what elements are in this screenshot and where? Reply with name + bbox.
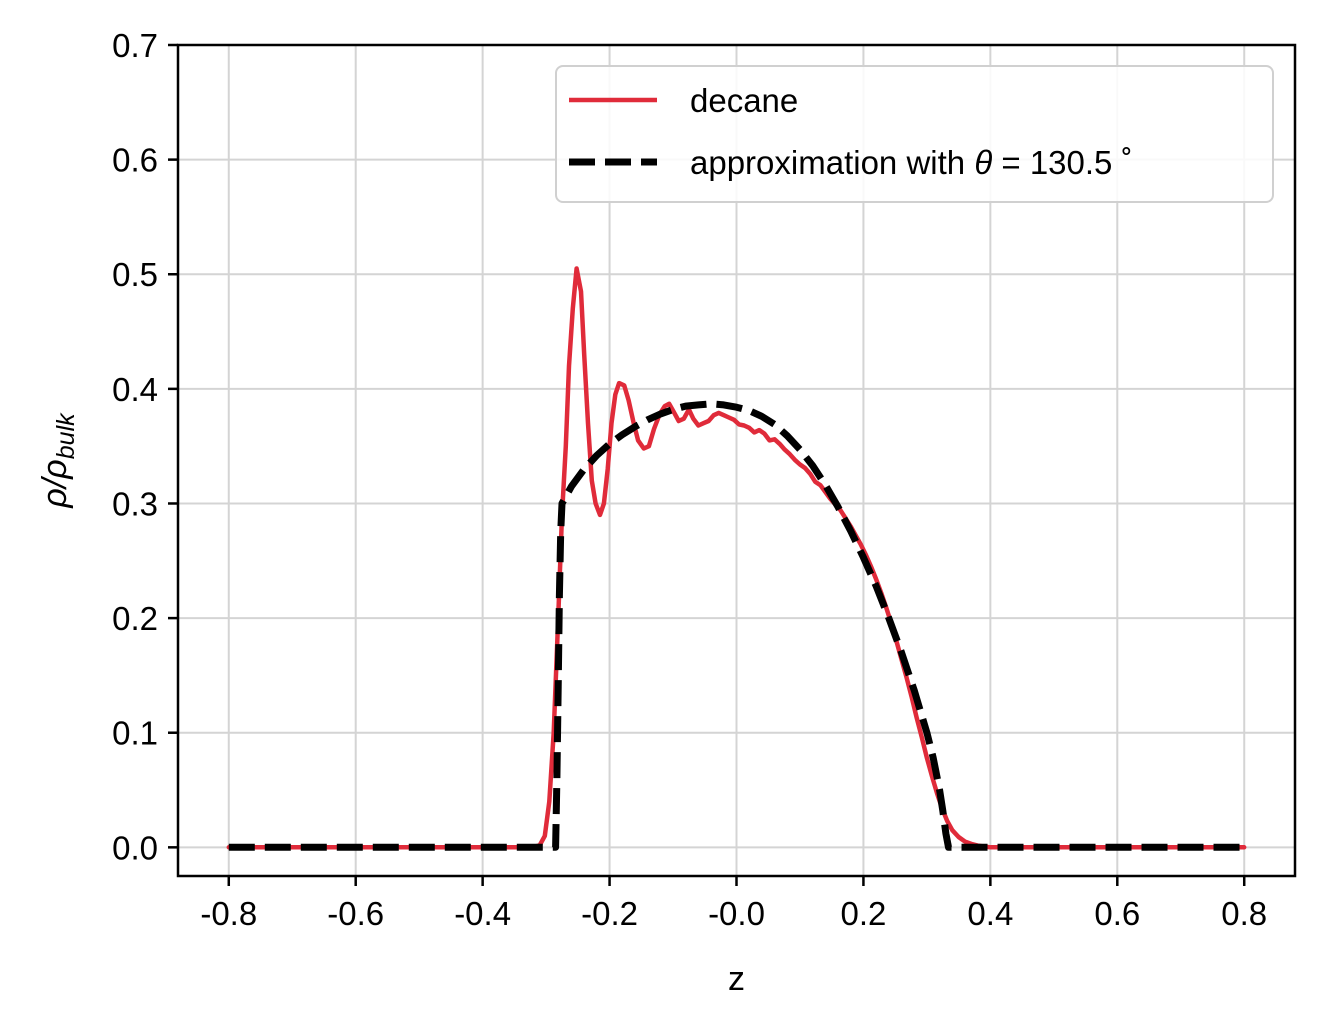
- x-tick-label: 0.4: [967, 895, 1013, 932]
- x-axis-label: z: [728, 960, 745, 998]
- legend-label-approximation: approximation with θ = 130.5 ˚: [690, 144, 1133, 181]
- x-tick-label: 0.6: [1094, 895, 1140, 932]
- legend-box: [555, 65, 1274, 203]
- y-axis-label: ρ/ρbulk: [36, 412, 80, 509]
- legend-label-decane: decane: [690, 82, 798, 119]
- y-tick-label: 0.3: [112, 485, 158, 522]
- legend-label-decane-text: decane: [690, 82, 798, 119]
- x-tick-label: 0.8: [1221, 895, 1267, 932]
- y-tick-label: 0.6: [112, 142, 158, 179]
- axis-ticks: -0.8 -0.6 -0.4 -0.2 -0.0 0.2 0.4 0.6 0.8 0.0 0.1 0.…: [112, 27, 1267, 932]
- x-tick-label: -0.8: [200, 895, 257, 932]
- y-tick-label: 0.5: [112, 256, 158, 293]
- y-tick-label: 0.1: [112, 715, 158, 752]
- x-tick-label: -0.2: [581, 895, 638, 932]
- y-tick-label: 0.0: [112, 829, 158, 866]
- legend-label-theta-symbol: θ: [974, 144, 992, 181]
- legend-label-approximation-text: approximation with: [690, 144, 974, 181]
- x-tick-label: -0.6: [327, 895, 384, 932]
- x-tick-label: -0.0: [708, 895, 765, 932]
- x-tick-label: 0.2: [840, 895, 886, 932]
- y-axis-label-base: ρ/ρ: [36, 459, 74, 508]
- legend: decane approximation with θ = 130.5 ˚: [555, 65, 1274, 203]
- x-tick-label: -0.4: [454, 895, 511, 932]
- y-axis-label-subscript: bulk: [52, 412, 80, 459]
- y-tick-label: 0.4: [112, 371, 158, 408]
- series-line-approximation: [228, 400, 1245, 851]
- y-tick-label: 0.7: [112, 27, 158, 64]
- series-line-decane: [226, 266, 1247, 850]
- series-layer: [226, 266, 1247, 851]
- legend-label-angle-value: = 130.5 ˚: [992, 144, 1132, 181]
- y-tick-label: 0.2: [112, 600, 158, 637]
